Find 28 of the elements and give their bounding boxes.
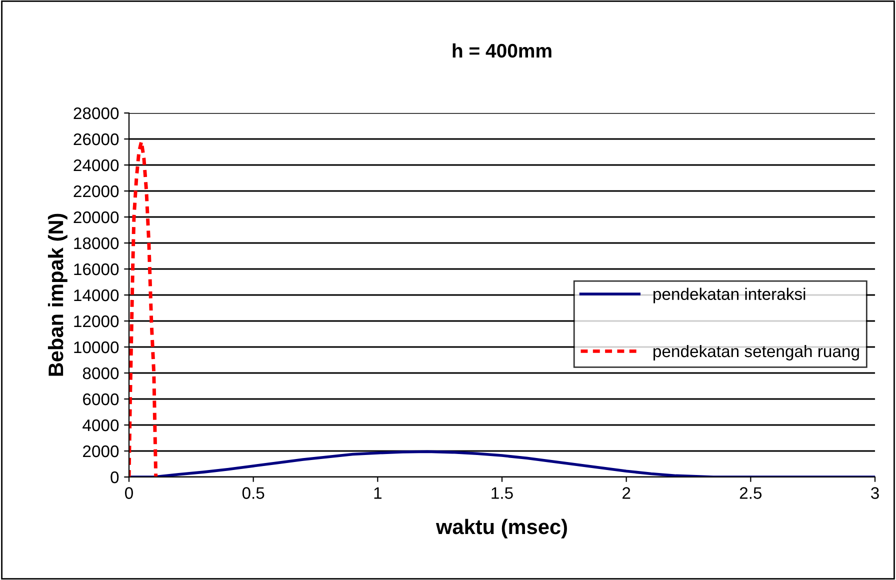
y-tick-label: 16000 — [74, 263, 119, 276]
x-tick-label: 0 — [125, 487, 133, 499]
y-tick-label: 0 — [110, 471, 119, 484]
x-tick-label: 0.5 — [242, 487, 264, 499]
x-tick-label: 1.5 — [492, 487, 513, 499]
y-tick-label: 10000 — [74, 341, 119, 354]
x-axis-title: waktu (msec) — [436, 518, 567, 538]
x-tick-label: 2 — [622, 487, 630, 499]
y-tick-label: 20000 — [74, 211, 119, 224]
y-tick-label: 6000 — [83, 393, 119, 406]
y-tick-label: 14000 — [74, 289, 119, 302]
legend-label: pendekatan interaksi — [654, 288, 806, 304]
y-axis-title: Beban impak (N) — [48, 214, 68, 376]
y-tick-label: 4000 — [82, 419, 119, 432]
x-tick-label: 1 — [374, 487, 382, 499]
legend-label: pendekatan setengah ruang — [654, 344, 859, 360]
x-tick-label: 3 — [871, 487, 879, 499]
y-tick-label: 26000 — [74, 133, 119, 146]
y-tick-label: 12000 — [74, 315, 119, 328]
y-tick-label: 24000 — [74, 159, 119, 172]
line-series — [129, 140, 158, 477]
x-tick-label: 2.5 — [740, 487, 762, 499]
y-tick-label: 28000 — [74, 107, 119, 120]
y-tick-label: 2000 — [83, 445, 119, 458]
y-tick-label: 18000 — [74, 237, 119, 250]
y-tick-label: 22000 — [74, 185, 119, 198]
y-tick-label: 8000 — [82, 367, 119, 380]
chart-title: h = 400mm — [452, 43, 552, 58]
